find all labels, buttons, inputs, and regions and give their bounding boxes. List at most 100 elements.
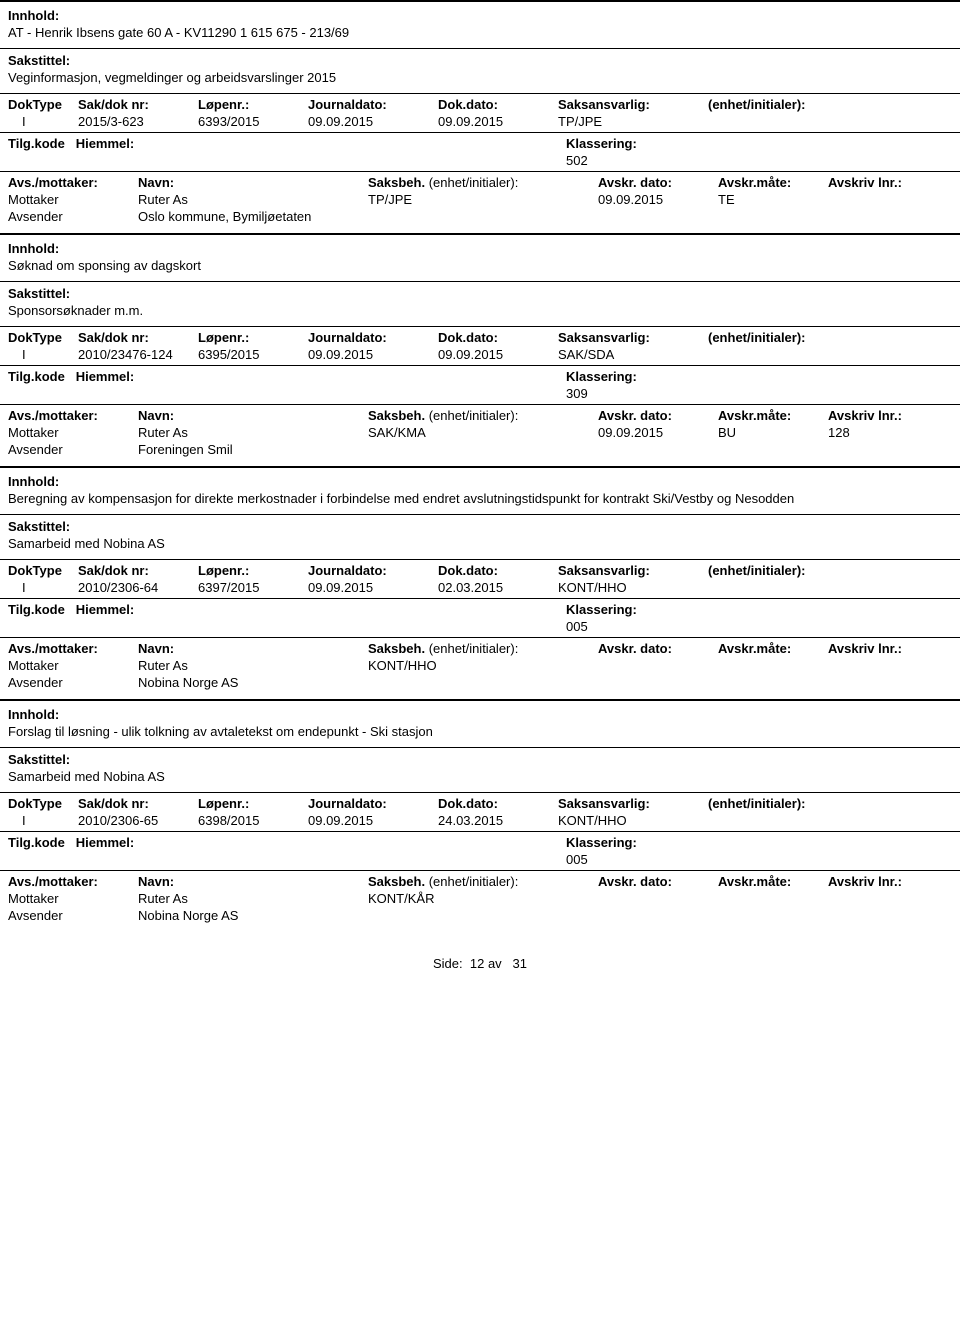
- avs-header-row: Avs./mottaker: Navn: Saksbeh. (enhet/ini…: [0, 640, 960, 657]
- avsender-row: Avsender Nobina Norge AS: [0, 674, 960, 691]
- klassering-value-row: 309: [0, 385, 960, 402]
- avskr-mate-label: Avskr.måte:: [718, 408, 828, 423]
- mottaker-navn: Ruter As: [138, 192, 368, 207]
- tilgkode-label: Tilg.kode: [8, 136, 65, 151]
- sakstittel-label: Sakstittel:: [0, 51, 960, 68]
- mottaker-label: Mottaker: [8, 891, 138, 906]
- saksbeh-enhet-label: (enhet/initialer):: [429, 874, 519, 889]
- sakdok-header: Sak/dok nr:: [78, 97, 198, 112]
- avskriv-lnr-label: Avskriv lnr.:: [828, 175, 952, 190]
- avskr-dato-label: Avskr. dato:: [598, 641, 718, 656]
- klassering-value: 005: [566, 852, 588, 867]
- lopenr-header: Løpenr.:: [198, 796, 308, 811]
- klassering-value: 309: [566, 386, 588, 401]
- saksbeh-value: TP/JPE: [368, 192, 598, 207]
- saksansvarlig-value: KONT/HHO: [558, 813, 708, 828]
- mottaker-label: Mottaker: [8, 192, 138, 207]
- lopenr-value: 6395/2015: [198, 347, 308, 362]
- avskr-dato-value: [598, 658, 718, 673]
- saksansvarlig-value: KONT/HHO: [558, 580, 708, 595]
- saksansvarlig-header: Saksansvarlig:: [558, 97, 708, 112]
- hjemmel-label: Hiemmel:: [76, 369, 135, 384]
- sakdok-value: 2010/2306-64: [78, 580, 198, 595]
- avskriv-lnr-label: Avskriv lnr.:: [828, 874, 952, 889]
- klassering-label: Klassering:: [566, 835, 637, 850]
- klassering-label: Klassering:: [566, 369, 637, 384]
- sakstittel-text: Veginformasjon, vegmeldinger og arbeidsv…: [0, 68, 960, 91]
- mottaker-row: Mottaker Ruter As KONT/HHO: [0, 657, 960, 674]
- doktype-value: I: [8, 813, 78, 828]
- sakstittel-text: Samarbeid med Nobina AS: [0, 767, 960, 790]
- saksbeh-value: SAK/KMA: [368, 425, 598, 440]
- saksbeh-value: KONT/KÅR: [368, 891, 598, 906]
- saksbeh-enhet-label: (enhet/initialer):: [429, 641, 519, 656]
- avskr-mate-label: Avskr.måte:: [718, 175, 828, 190]
- tilgkode-label: Tilg.kode: [8, 602, 65, 617]
- tilg-row: Tilg.kode Hiemmel: Klassering:: [0, 834, 960, 851]
- avskr-dato-value: [598, 891, 718, 906]
- avsender-navn: Foreningen Smil: [138, 442, 368, 457]
- saksansvarlig-value: SAK/SDA: [558, 347, 708, 362]
- enhet-header: (enhet/initialer):: [708, 330, 952, 345]
- avsmottaker-label: Avs./mottaker:: [8, 874, 138, 889]
- avs-header-row: Avs./mottaker: Navn: Saksbeh. (enhet/ini…: [0, 873, 960, 890]
- journaldato-value: 09.09.2015: [308, 813, 438, 828]
- avsender-label: Avsender: [8, 209, 138, 224]
- journal-record: Innhold: Søknad om sponsing av dagskort …: [0, 233, 960, 458]
- doc-data-row: I 2010/2306-64 6397/2015 09.09.2015 02.0…: [0, 579, 960, 596]
- innhold-text: Forslag til løsning - ulik tolkning av a…: [0, 722, 960, 745]
- avskr-dato-label: Avskr. dato:: [598, 175, 718, 190]
- journaldato-header: Journaldato:: [308, 330, 438, 345]
- journaldato-header: Journaldato:: [308, 97, 438, 112]
- innhold-text: Søknad om sponsing av dagskort: [0, 256, 960, 279]
- enhet-header: (enhet/initialer):: [708, 97, 952, 112]
- enhet-header: (enhet/initialer):: [708, 563, 952, 578]
- journal-record: Innhold: Beregning av kompensasjon for d…: [0, 466, 960, 691]
- doc-header-row: DokType Sak/dok nr: Løpenr.: Journaldato…: [0, 96, 960, 113]
- avsender-label: Avsender: [8, 908, 138, 923]
- avsender-navn: Nobina Norge AS: [138, 675, 368, 690]
- avskr-mate-label: Avskr.måte:: [718, 874, 828, 889]
- klassering-value-row: 005: [0, 851, 960, 868]
- mottaker-row: Mottaker Ruter As TP/JPE 09.09.2015 TE: [0, 191, 960, 208]
- sakdok-value: 2010/2306-65: [78, 813, 198, 828]
- dokdato-value: 09.09.2015: [438, 347, 558, 362]
- mottaker-label: Mottaker: [8, 658, 138, 673]
- avsmottaker-label: Avs./mottaker:: [8, 175, 138, 190]
- sakstittel-text: Sponsorsøknader m.m.: [0, 301, 960, 324]
- tilgkode-label: Tilg.kode: [8, 835, 65, 850]
- innhold-label: Innhold:: [0, 6, 960, 23]
- innhold-label: Innhold:: [0, 472, 960, 489]
- doktype-header: DokType: [8, 97, 78, 112]
- navn-label: Navn:: [138, 408, 368, 423]
- avsender-row: Avsender Nobina Norge AS: [0, 907, 960, 924]
- avsender-navn: Nobina Norge AS: [138, 908, 368, 923]
- klassering-value: 502: [566, 153, 588, 168]
- lopenr-header: Løpenr.:: [198, 97, 308, 112]
- dokdato-header: Dok.dato:: [438, 330, 558, 345]
- tilg-row: Tilg.kode Hiemmel: Klassering:: [0, 368, 960, 385]
- avskr-dato-label: Avskr. dato:: [598, 408, 718, 423]
- innhold-label: Innhold:: [0, 705, 960, 722]
- avsmottaker-label: Avs./mottaker:: [8, 641, 138, 656]
- tilg-row: Tilg.kode Hiemmel: Klassering:: [0, 601, 960, 618]
- sakdok-value: 2010/23476-124: [78, 347, 198, 362]
- lopenr-header: Løpenr.:: [198, 330, 308, 345]
- dokdato-header: Dok.dato:: [438, 796, 558, 811]
- avs-header-row: Avs./mottaker: Navn: Saksbeh. (enhet/ini…: [0, 174, 960, 191]
- footer-av: av: [488, 956, 502, 971]
- journaldato-header: Journaldato:: [308, 563, 438, 578]
- saksbeh-value: KONT/HHO: [368, 658, 598, 673]
- doc-data-row: I 2010/23476-124 6395/2015 09.09.2015 09…: [0, 346, 960, 363]
- innhold-text: Beregning av kompensasjon for direkte me…: [0, 489, 960, 512]
- avskriv-lnr-value: [828, 891, 952, 906]
- doc-header-row: DokType Sak/dok nr: Løpenr.: Journaldato…: [0, 795, 960, 812]
- avskr-dato-value: 09.09.2015: [598, 425, 718, 440]
- sakstittel-text: Samarbeid med Nobina AS: [0, 534, 960, 557]
- dokdato-value: 24.03.2015: [438, 813, 558, 828]
- saksansvarlig-header: Saksansvarlig:: [558, 330, 708, 345]
- avsender-row: Avsender Foreningen Smil: [0, 441, 960, 458]
- journaldato-header: Journaldato:: [308, 796, 438, 811]
- lopenr-value: 6398/2015: [198, 813, 308, 828]
- doktype-header: DokType: [8, 330, 78, 345]
